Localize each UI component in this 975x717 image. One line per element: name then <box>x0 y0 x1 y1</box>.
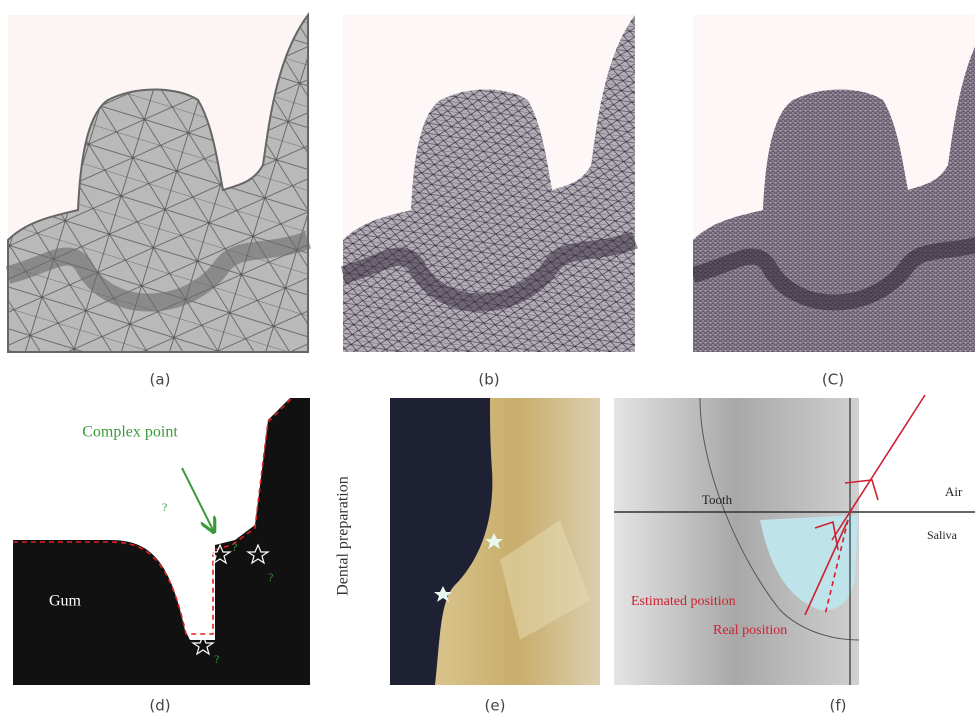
region-label: Gum <box>49 593 82 610</box>
panel-label: (a) <box>150 371 171 389</box>
figure: Complex point Gum ? ? ? ? ? Dental prepa… <box>0 0 975 717</box>
question-mark: ? <box>268 570 273 584</box>
panel-label: (f) <box>830 697 847 715</box>
panel-d: Complex point Gum ? ? ? ? ? <box>13 398 310 685</box>
arrow <box>182 468 214 532</box>
panel-label: (d) <box>149 697 170 715</box>
question-mark: ? <box>162 500 167 514</box>
region-label: Saliva <box>927 528 958 542</box>
region-label: Air <box>945 484 963 499</box>
panel-a <box>8 15 310 352</box>
annotation: Real position <box>713 623 787 638</box>
annotation: Complex point <box>82 424 178 441</box>
region-label: Tooth <box>702 492 733 507</box>
question-mark: ? <box>214 652 219 666</box>
panel-c <box>693 15 975 352</box>
panel-label: (e) <box>485 697 506 715</box>
panel-label: (b) <box>478 371 499 389</box>
question-mark: ? <box>205 547 210 561</box>
annotation: Estimated position <box>631 594 736 609</box>
panel-b <box>343 15 635 352</box>
panel-f: Tooth Air Saliva Estimated position Real… <box>614 395 975 685</box>
question-mark: ? <box>232 540 237 554</box>
axis-label: Dental preparation <box>335 476 352 596</box>
panel-label: (C) <box>822 371 844 389</box>
panel-e: Dental preparation <box>335 398 600 685</box>
